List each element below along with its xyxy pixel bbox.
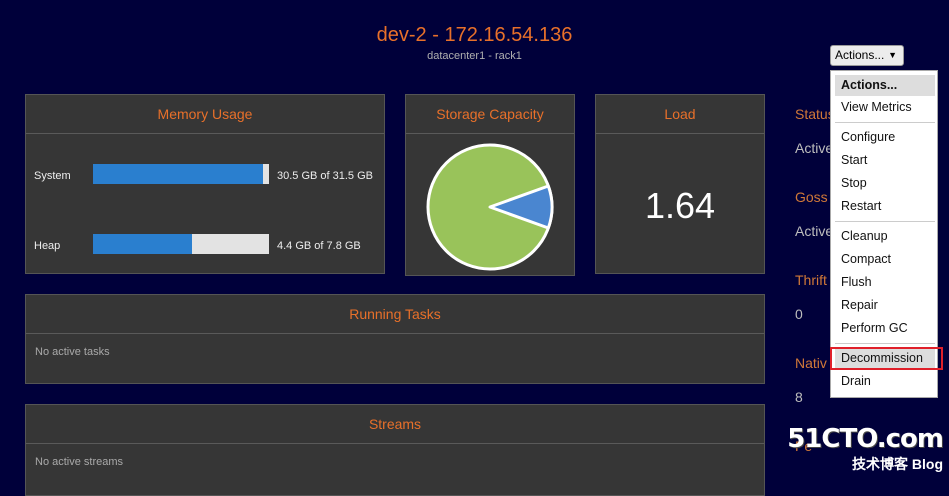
streams-panel: Streams No active streams bbox=[25, 404, 765, 496]
page-title: dev-2 - 172.16.54.136 bbox=[376, 24, 573, 46]
menu-separator bbox=[835, 122, 935, 123]
storage-pie-chart bbox=[426, 143, 554, 271]
status-label: Status bbox=[795, 106, 835, 122]
system-memory-fill bbox=[93, 164, 264, 184]
system-memory-bar bbox=[93, 164, 269, 184]
heap-label: Heap bbox=[34, 240, 61, 252]
storage-capacity-panel: Storage Capacity bbox=[405, 94, 575, 276]
menu-item-decommission[interactable]: Decommission bbox=[835, 348, 935, 369]
gossip-value: Active bbox=[795, 223, 834, 239]
menu-separator bbox=[835, 221, 935, 222]
streams-title: Streams bbox=[26, 405, 764, 444]
thrift-label: Thrift bbox=[795, 272, 827, 288]
load-value: 1.64 bbox=[644, 185, 716, 226]
storage-capacity-title: Storage Capacity bbox=[406, 95, 574, 134]
memory-usage-panel: Memory Usage System 30.5 GB of 31.5 GB H… bbox=[25, 94, 385, 274]
heap-memory-text: 4.4 GB of 7.8 GB bbox=[277, 240, 361, 252]
page-subtitle: datacenter1 - rack1 bbox=[427, 50, 522, 62]
load-panel: Load 1.64 bbox=[595, 94, 765, 274]
streams-empty: No active streams bbox=[35, 456, 124, 468]
menu-item-perform-gc[interactable]: Perform GC bbox=[841, 321, 908, 335]
menu-item-restart[interactable]: Restart bbox=[841, 199, 882, 213]
memory-usage-title: Memory Usage bbox=[26, 95, 384, 134]
heap-memory-fill bbox=[93, 234, 193, 254]
system-memory-text: 30.5 GB of 31.5 GB bbox=[277, 170, 374, 182]
system-label: System bbox=[34, 170, 71, 182]
menu-separator bbox=[835, 343, 935, 344]
menu-item-drain[interactable]: Drain bbox=[841, 374, 871, 388]
gossip-label: Goss bbox=[795, 189, 828, 205]
actions-button-label: Actions... bbox=[835, 48, 885, 62]
menu-item-cleanup[interactable]: Cleanup bbox=[841, 229, 888, 243]
menu-item-compact[interactable]: Compact bbox=[841, 252, 892, 266]
watermark-line1: 51CTO.com bbox=[787, 424, 944, 454]
status-value: Active bbox=[795, 140, 834, 156]
watermark-line2: 技术博客 Blog bbox=[852, 456, 943, 472]
thrift-value: 0 bbox=[795, 306, 803, 322]
decommission-highlight-box bbox=[830, 347, 943, 370]
storage-free-slice bbox=[488, 184, 554, 230]
pe-label: Pe bbox=[795, 438, 813, 454]
native-value: 8 bbox=[795, 389, 803, 405]
running-tasks-empty: No active tasks bbox=[35, 346, 110, 358]
load-title: Load bbox=[596, 95, 764, 134]
menu-item-stop[interactable]: Stop bbox=[841, 176, 867, 190]
running-tasks-panel: Running Tasks No active tasks bbox=[25, 294, 765, 384]
menu-item-view-metrics[interactable]: View Metrics bbox=[841, 100, 912, 114]
menu-item-start[interactable]: Start bbox=[841, 153, 868, 167]
running-tasks-title: Running Tasks bbox=[26, 295, 764, 334]
actions-menu: Actions... View Metrics Configure Start … bbox=[830, 70, 943, 398]
menu-item-repair[interactable]: Repair bbox=[841, 298, 878, 312]
native-label: Nativ bbox=[795, 355, 827, 371]
heap-memory-bar bbox=[93, 234, 269, 254]
menu-header-actions[interactable]: Actions... bbox=[835, 75, 935, 96]
actions-dropdown-button[interactable]: Actions... ▼ bbox=[830, 45, 904, 66]
menu-item-flush[interactable]: Flush bbox=[841, 275, 872, 289]
watermark: 51CTO.com 技术博客 Blog bbox=[787, 424, 944, 474]
menu-item-configure[interactable]: Configure bbox=[841, 130, 896, 144]
chevron-down-icon: ▼ bbox=[888, 50, 897, 60]
